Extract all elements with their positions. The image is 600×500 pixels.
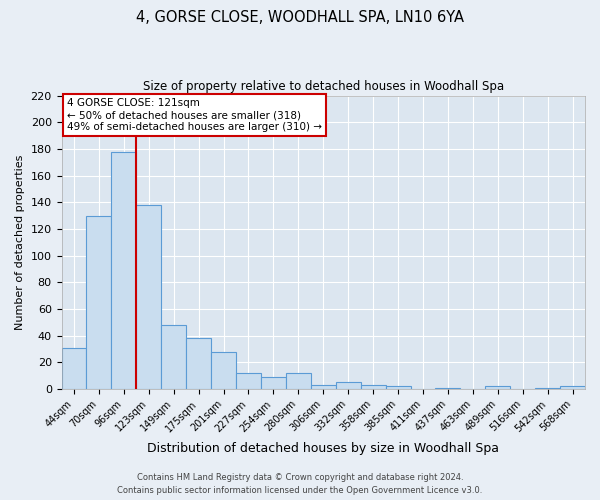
Bar	[286, 373, 311, 389]
Bar	[161, 325, 186, 389]
Bar	[336, 382, 361, 389]
Bar	[560, 386, 585, 389]
Title: Size of property relative to detached houses in Woodhall Spa: Size of property relative to detached ho…	[143, 80, 504, 93]
Bar	[311, 385, 336, 389]
Bar	[436, 388, 460, 389]
Bar	[361, 385, 386, 389]
Bar	[112, 152, 136, 389]
Text: Contains HM Land Registry data © Crown copyright and database right 2024.
Contai: Contains HM Land Registry data © Crown c…	[118, 473, 482, 495]
Bar	[136, 205, 161, 389]
Bar	[62, 348, 86, 389]
Bar	[211, 352, 236, 389]
Text: 4, GORSE CLOSE, WOODHALL SPA, LN10 6YA: 4, GORSE CLOSE, WOODHALL SPA, LN10 6YA	[136, 10, 464, 25]
Bar	[485, 386, 510, 389]
Bar	[386, 386, 410, 389]
Bar	[186, 338, 211, 389]
Bar	[261, 377, 286, 389]
Bar	[236, 373, 261, 389]
Bar	[86, 216, 112, 389]
Text: 4 GORSE CLOSE: 121sqm
← 50% of detached houses are smaller (318)
49% of semi-det: 4 GORSE CLOSE: 121sqm ← 50% of detached …	[67, 98, 322, 132]
Y-axis label: Number of detached properties: Number of detached properties	[15, 154, 25, 330]
X-axis label: Distribution of detached houses by size in Woodhall Spa: Distribution of detached houses by size …	[147, 442, 499, 455]
Bar	[535, 388, 560, 389]
